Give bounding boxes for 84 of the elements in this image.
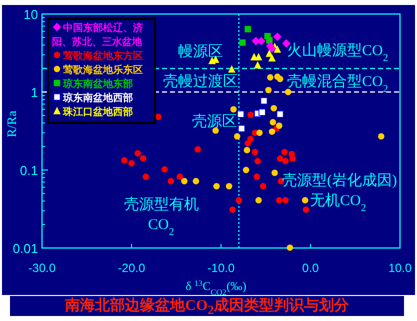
point	[255, 197, 262, 204]
point	[244, 146, 250, 154]
y-tick-label: 0.01	[12, 241, 38, 256]
point	[282, 197, 289, 204]
point	[266, 37, 273, 44]
point	[260, 182, 266, 190]
legend-label: 莺歌海盆地东方区	[63, 51, 143, 62]
point	[270, 119, 276, 126]
point	[238, 124, 246, 132]
point	[254, 61, 262, 68]
point	[256, 130, 263, 136]
annotation: 壳幔混合型CO$_{2}$	[287, 73, 388, 94]
point	[208, 56, 216, 64]
point	[260, 97, 268, 104]
y-tick-label: 10	[24, 7, 38, 22]
annotation: 壳源区	[192, 113, 237, 130]
point	[276, 155, 284, 162]
point	[378, 133, 384, 140]
text: 南海北部边缘盆地CO$_{2}$成因类型判识与划分	[10, 296, 404, 317]
point	[121, 157, 128, 164]
point	[276, 122, 282, 129]
y-axis-title: R/Ra	[4, 110, 19, 138]
point	[258, 108, 266, 116]
y-tick-label: 1	[30, 85, 38, 100]
legend-label: 琼东南盆地西部	[63, 93, 133, 104]
point	[181, 178, 188, 184]
point	[254, 174, 260, 180]
point	[252, 148, 258, 156]
point	[265, 86, 272, 94]
point	[192, 178, 200, 184]
point	[176, 174, 184, 180]
annotation: 无机CO$_{2}$	[310, 192, 366, 214]
point	[194, 146, 201, 153]
legend-label: 莺歌海盆地乐东区	[63, 65, 143, 76]
point	[289, 155, 296, 162]
point	[229, 206, 236, 213]
annotation: 火山幔源型CO$_{2}$	[287, 42, 388, 64]
point	[270, 104, 278, 112]
annotation: 幔源区	[178, 43, 223, 60]
annotation: 壳源型(岩化成因)	[282, 172, 397, 189]
legend-label: 琼东南盆地东部	[63, 79, 133, 90]
point	[244, 26, 252, 32]
point	[230, 106, 237, 113]
point	[302, 206, 310, 213]
point	[226, 182, 232, 190]
annotation: CO$_{2}$	[148, 217, 174, 238]
y-tick-label: 0.1	[20, 163, 38, 178]
point	[140, 155, 146, 162]
point	[267, 74, 274, 81]
legend-label: 珠江口盆地西部	[63, 107, 133, 118]
point	[276, 110, 284, 118]
annotation: 壳幔过渡区	[163, 73, 238, 90]
point	[134, 150, 141, 156]
point	[128, 160, 135, 166]
point	[282, 158, 289, 164]
annotation: 壳源型有机	[124, 196, 199, 213]
point	[281, 148, 288, 156]
point	[228, 65, 236, 73]
point	[237, 110, 244, 118]
point	[234, 133, 240, 140]
point	[274, 45, 282, 53]
point	[244, 140, 252, 146]
point	[302, 197, 308, 204]
point	[239, 39, 246, 46]
point	[236, 197, 242, 204]
point	[242, 166, 250, 174]
point	[168, 178, 174, 184]
point	[155, 114, 162, 120]
point	[276, 197, 282, 204]
point	[254, 158, 261, 164]
point	[268, 54, 276, 62]
point	[276, 76, 284, 82]
legend-label: 中国东部松辽、济阳、苏北、三水盆地	[52, 23, 143, 48]
point	[161, 166, 168, 173]
point	[273, 32, 282, 42]
point	[213, 182, 220, 190]
point	[142, 174, 150, 180]
point	[247, 112, 254, 118]
point	[254, 52, 262, 60]
point	[268, 128, 276, 135]
x-axis-title: δ $^{13}$C$_{CO2}$(‰)	[186, 278, 246, 296]
point	[272, 170, 278, 176]
point	[286, 244, 294, 251]
point	[284, 88, 292, 96]
